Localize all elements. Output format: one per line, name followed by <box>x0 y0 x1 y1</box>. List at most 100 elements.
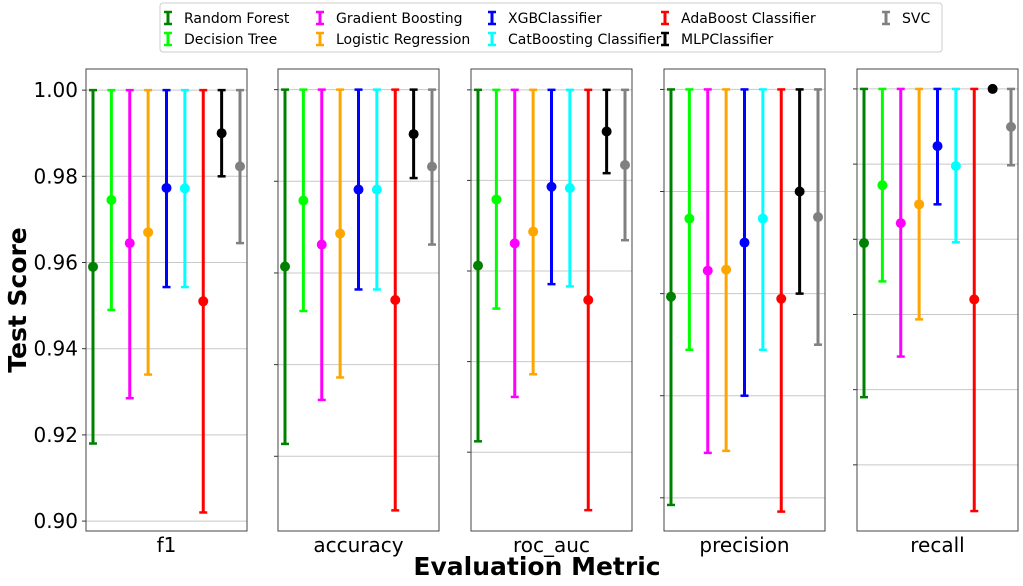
errorbar-decision-tree <box>684 88 695 352</box>
legend-label: MLPClassifier <box>681 32 773 48</box>
mean-point <box>198 296 209 307</box>
mean-point <box>427 161 437 172</box>
legend-label: AdaBoost Classifier <box>681 11 816 27</box>
errorbar-adaboost-classifier <box>969 87 980 513</box>
errorbar-logistic-regression <box>143 88 154 376</box>
subplots: 0.90 0.92 0.94 0.96 0.98 1.00 f1 accuracy roc_au… <box>33 68 1019 557</box>
mean-point <box>335 228 346 239</box>
errorbar-xgbclassifier <box>739 88 750 397</box>
y-tick-label: 0.96 <box>33 251 78 275</box>
legend-item: MLPClassifier <box>661 31 773 48</box>
mean-point <box>564 183 575 194</box>
errorbar-adaboost-classifier <box>776 88 787 513</box>
axes-frame <box>663 68 826 532</box>
mean-point <box>408 129 419 140</box>
mean-point <box>509 238 520 249</box>
errorbar-catboosting-classifier <box>564 88 575 288</box>
legend-label: Random Forest <box>184 11 290 27</box>
subplot-f1: 0.90 0.92 0.94 0.96 0.98 1.00 f1 <box>33 68 248 557</box>
mean-point <box>739 237 750 248</box>
mean-point <box>124 238 135 249</box>
errorbar-logistic-regression <box>914 87 925 321</box>
axes-frame <box>85 68 248 532</box>
mean-point <box>106 195 117 206</box>
legend-item: XGBClassifier <box>488 10 602 27</box>
mean-point <box>161 182 172 193</box>
errorbar-catboosting-classifier <box>757 88 768 352</box>
errorbar-logistic-regression <box>721 88 732 453</box>
legend-item: SVC <box>882 10 930 27</box>
errorbar-svc <box>1006 87 1016 167</box>
mean-point <box>877 180 888 191</box>
errorbar-decision-tree <box>491 88 502 310</box>
legend: Random Forest Decision Tree Gradient Boost… <box>159 2 943 53</box>
y-axis-label: Test Score <box>3 227 32 373</box>
errorbar-gradient-boosting <box>702 88 713 455</box>
mean-point <box>757 213 768 224</box>
y-tick-label: 0.94 <box>33 337 78 361</box>
legend-label: SVC <box>902 11 930 27</box>
errorbar-gradient-boosting <box>316 88 327 402</box>
mean-point <box>280 261 290 272</box>
mean-point <box>969 294 980 305</box>
y-tick-label: 0.90 <box>33 509 78 533</box>
mean-point <box>932 141 943 152</box>
mean-point <box>601 126 612 137</box>
legend-label: CatBoosting Classifier <box>508 32 662 48</box>
errorbar-mlpclassifier <box>987 83 998 94</box>
legend-item: CatBoosting Classifier <box>488 31 662 48</box>
errorbar-mlpclassifier <box>408 88 419 180</box>
errorbar-logistic-regression <box>335 88 346 379</box>
mean-point <box>216 128 227 139</box>
y-tick-label: 1.00 <box>33 78 78 102</box>
axes-frame <box>277 68 440 532</box>
mean-point <box>353 184 364 195</box>
errorbar-gradient-boosting <box>895 87 906 358</box>
mean-point <box>528 226 539 237</box>
mean-point <box>298 195 309 206</box>
mean-point <box>546 181 557 192</box>
mean-point <box>666 291 676 302</box>
errorbar-xgbclassifier <box>932 87 943 206</box>
mean-point <box>987 83 998 94</box>
mean-point <box>914 199 925 210</box>
errorbar-random-forest <box>666 88 676 507</box>
errorbar-decision-tree <box>877 87 888 283</box>
errorbar-catboosting-classifier <box>371 88 382 291</box>
errorbar-svc <box>620 88 630 242</box>
errorbar-svc <box>813 88 823 346</box>
errorbar-random-forest <box>859 87 869 399</box>
mean-point <box>813 212 823 223</box>
x-axis-label: Evaluation Metric <box>413 552 660 581</box>
mean-point <box>473 260 483 271</box>
errorbar-mlpclassifier <box>601 88 612 175</box>
mean-point <box>316 239 327 250</box>
errorbar-gradient-boosting <box>124 88 135 400</box>
x-tick-label: recall <box>910 533 964 557</box>
errorbar-catboosting-classifier <box>950 87 961 244</box>
mean-point <box>721 264 732 275</box>
mean-point <box>620 160 630 171</box>
errorbar-adaboost-classifier <box>390 88 401 512</box>
errorbar-xgbclassifier <box>546 88 557 286</box>
axes-frame <box>470 68 633 532</box>
x-tick-label: accuracy <box>313 533 403 557</box>
legend-label: Decision Tree <box>184 32 277 48</box>
errorbar-svc <box>235 88 245 245</box>
x-tick-label: f1 <box>157 533 177 557</box>
errorbar-gradient-boosting <box>509 88 520 399</box>
errorbar-xgbclassifier <box>161 88 172 289</box>
legend-item: Random Forest <box>164 10 290 27</box>
mean-point <box>895 218 906 229</box>
y-tick-label: 0.92 <box>33 423 78 447</box>
errorbar-xgbclassifier <box>353 88 364 291</box>
mean-point <box>583 295 594 305</box>
errorbar-decision-tree <box>106 88 117 312</box>
legend-label: XGBClassifier <box>508 11 602 27</box>
errorbar-mlpclassifier <box>794 88 805 295</box>
errorbar-decision-tree <box>298 88 309 313</box>
subplot-accuracy: accuracy <box>274 68 440 557</box>
legend-label: Gradient Boosting <box>336 11 463 27</box>
legend-frame <box>159 2 943 53</box>
mean-point <box>88 261 98 272</box>
